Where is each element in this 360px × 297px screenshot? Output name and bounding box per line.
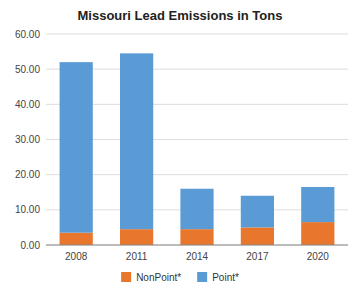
y-tick-label: 40.00 [15, 99, 40, 110]
legend: NonPoint* Point* [121, 272, 239, 283]
grid-line [46, 34, 348, 35]
bar [120, 53, 153, 229]
bar [180, 189, 213, 229]
chart-container: Missouri Lead Emissions in Tons 0.00 10.00… [0, 0, 360, 297]
bar [301, 222, 334, 245]
legend-swatch [121, 272, 131, 282]
x-tick-label: 2014 [186, 251, 209, 262]
bar [301, 187, 334, 222]
bar [241, 227, 274, 245]
bar [60, 233, 93, 245]
x-axis-line [46, 245, 348, 246]
legend-swatch [197, 272, 207, 282]
bar [180, 229, 213, 245]
grid-line [46, 245, 348, 246]
title: Missouri Lead Emissions in Tons [78, 8, 283, 23]
y-tick-label: 50.00 [15, 64, 40, 75]
bar [241, 196, 274, 228]
y-tick-label: 0.00 [21, 240, 41, 251]
bar [60, 62, 93, 233]
x-tick-label: 2017 [246, 251, 269, 262]
y-tick-label: 60.00 [15, 29, 40, 40]
x-tick-label: 2008 [65, 251, 88, 262]
grid [46, 34, 348, 245]
legend-label: NonPoint* [136, 272, 181, 283]
x-tick-label: 2020 [307, 251, 330, 262]
legend-label: Point* [212, 272, 239, 283]
y-tick-label: 10.00 [15, 204, 40, 215]
y-tick-label: 30.00 [15, 134, 40, 145]
y-tick-label: 20.00 [15, 169, 40, 180]
chart-svg: Missouri Lead Emissions in Tons 0.00 10.00… [0, 0, 360, 297]
x-tick-label: 2011 [126, 251, 148, 262]
bar [120, 229, 153, 245]
bars [60, 53, 335, 245]
